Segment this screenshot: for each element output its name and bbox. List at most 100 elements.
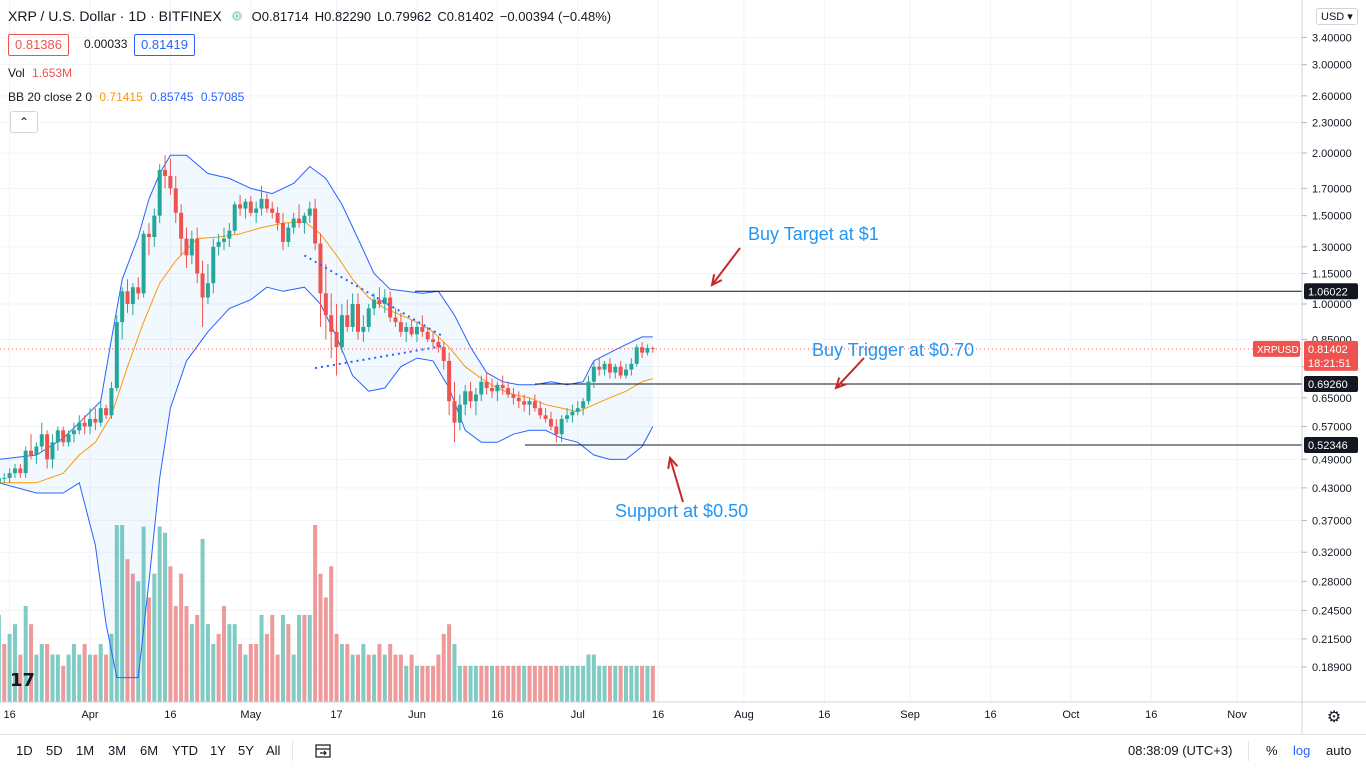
candle-body bbox=[291, 218, 296, 228]
candle-body bbox=[581, 401, 586, 409]
candle-body bbox=[50, 442, 55, 460]
range-button-3m[interactable]: 3M bbox=[108, 743, 127, 758]
buy-target-arrow bbox=[711, 247, 741, 286]
range-button-all[interactable]: All bbox=[266, 743, 281, 758]
candle-body bbox=[141, 233, 146, 294]
time-tick-label: 16 bbox=[1145, 709, 1157, 721]
volume-bar bbox=[548, 665, 553, 702]
candle-body bbox=[457, 404, 462, 423]
candle-body bbox=[372, 299, 377, 309]
candle-body bbox=[420, 326, 425, 332]
candle-body bbox=[597, 366, 602, 370]
time-tick-label: 16 bbox=[984, 709, 996, 721]
range-button-1m[interactable]: 1M bbox=[76, 743, 95, 758]
triangle-trendline bbox=[314, 344, 444, 370]
price-tick-label: 0.24500 bbox=[1312, 605, 1352, 617]
candle-body bbox=[184, 238, 189, 256]
candle-body bbox=[280, 223, 285, 242]
sell-price-button[interactable]: 0.81386 bbox=[8, 34, 69, 56]
candle-body bbox=[286, 227, 291, 242]
auto-scale-toggle[interactable]: auto bbox=[1326, 743, 1352, 758]
candle-body bbox=[157, 169, 162, 216]
log-scale-toggle[interactable]: log bbox=[1293, 743, 1311, 758]
candle-body bbox=[479, 381, 484, 395]
volume-bar bbox=[98, 643, 103, 702]
volume-bar bbox=[329, 566, 334, 702]
volume-bar bbox=[570, 665, 575, 702]
volume-bar bbox=[286, 624, 291, 702]
bb-label: BB 20 close 2 0 bbox=[8, 90, 93, 104]
clock-time[interactable]: 08:38:09 (UTC+3) bbox=[1128, 743, 1233, 758]
candle-body bbox=[109, 388, 114, 416]
volume-bar bbox=[173, 606, 178, 702]
volume-bar bbox=[495, 665, 500, 702]
volume-bar bbox=[441, 633, 446, 702]
bb-upper-line bbox=[0, 154, 653, 460]
candle-body bbox=[607, 363, 612, 373]
price-tick-label: 2.30000 bbox=[1312, 118, 1352, 130]
candle-body bbox=[45, 434, 50, 460]
volume-bar bbox=[323, 597, 328, 702]
range-button-5y[interactable]: 5Y bbox=[238, 743, 254, 758]
chevron-up-icon[interactable]: ⌃ bbox=[10, 111, 38, 133]
range-button-6m[interactable]: 6M bbox=[140, 743, 159, 758]
range-button-1y[interactable]: 1Y bbox=[210, 743, 226, 758]
time-tick-label: Sep bbox=[900, 709, 920, 721]
candle-body bbox=[575, 408, 580, 412]
volume-bar bbox=[516, 665, 521, 702]
calendar-range-icon[interactable] bbox=[314, 742, 332, 760]
candle-body bbox=[98, 408, 103, 423]
level-label-mid-bg bbox=[1304, 376, 1358, 393]
price-tick-label: 0.28000 bbox=[1312, 576, 1352, 588]
candle-body bbox=[495, 384, 500, 392]
volume-bar bbox=[163, 532, 168, 702]
bb-band-fill bbox=[0, 155, 653, 678]
candle-body bbox=[146, 233, 151, 238]
volume-bar bbox=[645, 665, 650, 702]
volume-bar bbox=[640, 665, 645, 702]
candle-body bbox=[334, 331, 339, 348]
candle-body bbox=[130, 287, 135, 304]
volume-bar bbox=[280, 614, 285, 702]
spread-value: 0.00033 bbox=[84, 37, 128, 51]
bollinger-indicator-legend[interactable]: BB 20 close 2 0 0.71415 0.85745 0.57085 bbox=[8, 90, 244, 104]
price-tick-label: 2.60000 bbox=[1312, 91, 1352, 103]
symbol-title[interactable]: XRP / U.S. Dollar · 1D · BITFINEX bbox=[8, 8, 222, 24]
range-button-5d[interactable]: 5D bbox=[46, 743, 63, 758]
candle-body bbox=[259, 198, 264, 209]
candle-body bbox=[543, 415, 548, 419]
price-tick-label: 0.57000 bbox=[1312, 421, 1352, 433]
time-tick-label: Jul bbox=[571, 709, 585, 721]
candle-body bbox=[511, 394, 516, 398]
volume-bar bbox=[130, 573, 135, 702]
open-value: O0.81714 bbox=[251, 8, 309, 24]
volume-bar bbox=[345, 643, 350, 702]
price-tick-label: 0.65000 bbox=[1312, 393, 1352, 405]
candle-body bbox=[431, 339, 436, 342]
time-tick-label: 16 bbox=[164, 709, 176, 721]
candle-body bbox=[104, 408, 109, 416]
buy-target-annotation: Buy Target at $1 bbox=[748, 224, 879, 244]
candle-body bbox=[71, 430, 76, 435]
buy-price-button[interactable]: 0.81419 bbox=[134, 34, 195, 56]
currency-selector[interactable]: USD ▾ bbox=[1316, 8, 1358, 25]
candle-body bbox=[34, 446, 39, 455]
candle-body bbox=[506, 388, 511, 395]
candle-body bbox=[414, 326, 419, 335]
volume-bar bbox=[436, 654, 441, 702]
volume-bar bbox=[313, 525, 318, 702]
candle-body bbox=[436, 341, 441, 348]
volume-bar bbox=[586, 654, 591, 702]
settings-gear-icon[interactable]: ⚙ bbox=[1327, 709, 1341, 726]
candle-body bbox=[238, 204, 243, 209]
range-button-1d[interactable]: 1D bbox=[16, 743, 33, 758]
buy-trigger-arrow bbox=[835, 357, 865, 389]
volume-indicator-legend[interactable]: Vol 1.653M bbox=[8, 66, 72, 80]
candle-body bbox=[114, 322, 119, 389]
volume-bar bbox=[270, 614, 275, 702]
percent-scale-toggle[interactable]: % bbox=[1266, 743, 1278, 758]
volume-bar bbox=[484, 665, 489, 702]
candle-body bbox=[388, 297, 393, 318]
range-button-ytd[interactable]: YTD bbox=[172, 743, 198, 758]
